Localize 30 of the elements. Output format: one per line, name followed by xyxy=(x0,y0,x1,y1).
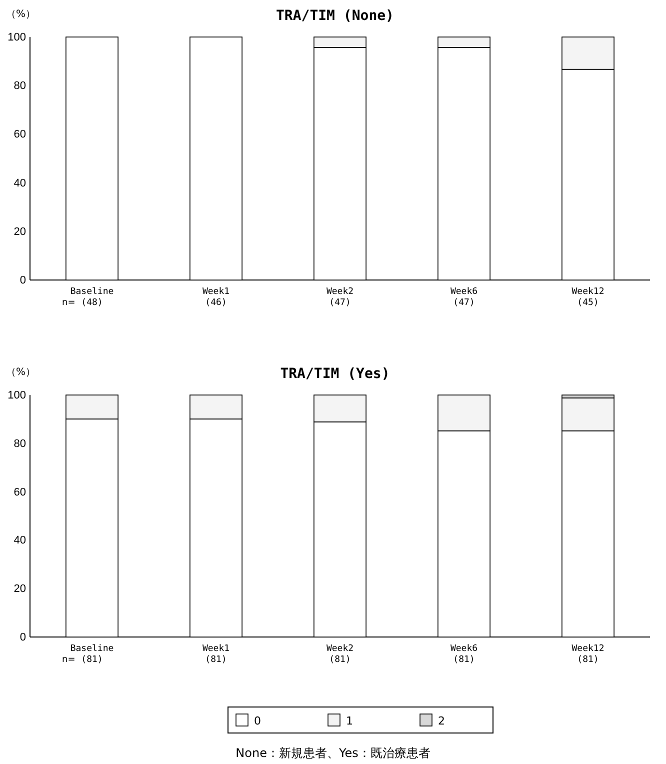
chart-title: TRA/TIM (Yes) xyxy=(280,366,390,382)
y-tick-label: 0 xyxy=(20,274,26,287)
y-tick-label: 80 xyxy=(14,80,26,92)
y-tick-label: 20 xyxy=(14,583,26,596)
text: n= xyxy=(62,655,76,665)
y-tick-label: 20 xyxy=(14,226,26,238)
y-tick-label: 60 xyxy=(14,486,26,498)
text: None：新規患者、Yes：既治療患者 xyxy=(236,746,430,760)
y-axis-title: （%） xyxy=(6,9,36,20)
y-tick-label: 100 xyxy=(8,32,26,44)
x-tick-label: Week6 (47) xyxy=(450,287,478,308)
x-tick-label: Week2 (47) xyxy=(326,287,354,308)
x-tick-label: Week1 (46) xyxy=(202,287,230,308)
y-tick-label: 100 xyxy=(8,390,26,402)
y-tick-label: 80 xyxy=(14,438,26,450)
legend-label: 2 xyxy=(438,714,445,728)
y-tick-label: 60 xyxy=(14,128,26,141)
y-tick-label: 40 xyxy=(14,177,26,190)
text: n= xyxy=(62,298,76,308)
x-tick-label: Week1 (81) xyxy=(202,644,230,665)
y-tick-label: 0 xyxy=(20,632,26,644)
legend-label: 0 xyxy=(254,714,261,728)
y-axis-title: （%） xyxy=(6,367,36,378)
x-tick-label: Week2 (81) xyxy=(326,644,354,665)
x-tick-label: Week12 (45) xyxy=(572,287,604,308)
chart-title: TRA/TIM (None) xyxy=(276,8,394,24)
y-tick-label: 40 xyxy=(14,534,26,547)
x-tick-label: Week6 (81) xyxy=(450,644,478,665)
x-tick-label: Week12 (81) xyxy=(572,644,604,665)
legend-label: 1 xyxy=(346,714,353,728)
